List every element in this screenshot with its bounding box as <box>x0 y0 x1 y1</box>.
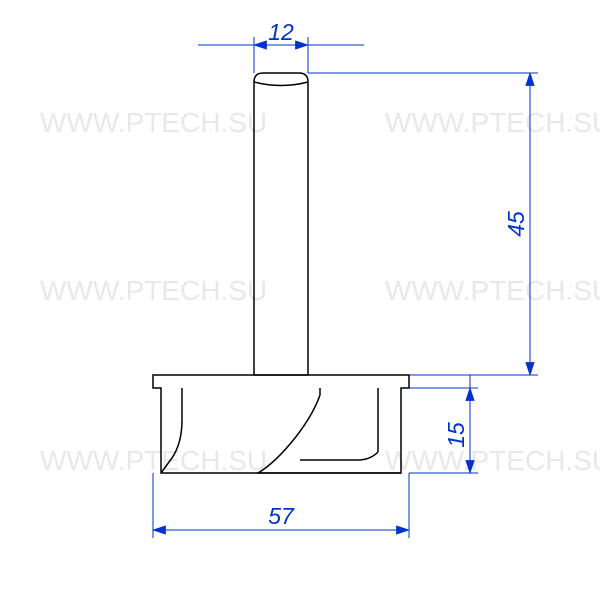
technical-drawing: WWW.PTECH.SU WWW.PTECH.SU WWW.PTECH.SU W… <box>0 0 600 600</box>
dim-label-shank-len: 45 <box>503 211 529 237</box>
svg-text:WWW.PTECH.SU: WWW.PTECH.SU <box>385 107 600 138</box>
svg-text:WWW.PTECH.SU: WWW.PTECH.SU <box>40 275 267 306</box>
svg-text:WWW.PTECH.SU: WWW.PTECH.SU <box>385 275 600 306</box>
svg-text:WWW.PTECH.SU: WWW.PTECH.SU <box>385 445 600 476</box>
dim-label-head-height: 15 <box>443 422 469 448</box>
dim-label-shank-dia: 12 <box>268 19 294 45</box>
watermark: WWW.PTECH.SU WWW.PTECH.SU WWW.PTECH.SU W… <box>40 107 600 476</box>
svg-text:WWW.PTECH.SU: WWW.PTECH.SU <box>40 445 267 476</box>
dim-head-diameter: 57 <box>153 473 409 538</box>
svg-text:WWW.PTECH.SU: WWW.PTECH.SU <box>40 107 267 138</box>
dim-shank-diameter: 12 <box>198 19 364 73</box>
dim-label-head-dia: 57 <box>268 503 295 529</box>
